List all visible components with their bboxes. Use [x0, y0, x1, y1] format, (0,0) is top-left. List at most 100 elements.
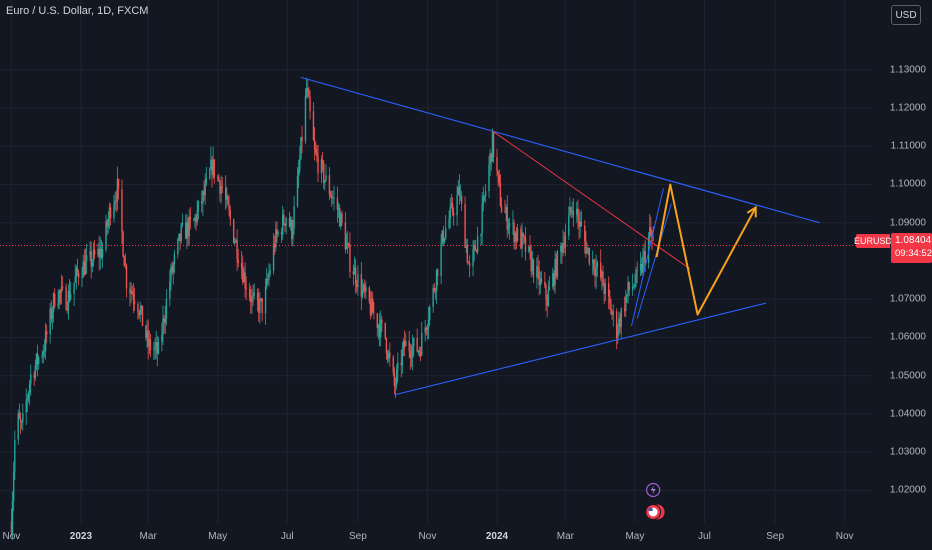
candle-body — [312, 111, 315, 141]
candle — [361, 279, 364, 299]
candle-body — [539, 278, 541, 286]
candle — [333, 185, 335, 211]
candle-body — [607, 283, 610, 297]
candle-body — [571, 211, 573, 212]
candle-body — [418, 350, 421, 352]
drawings[interactable] — [300, 76, 820, 396]
candle-body — [346, 243, 349, 245]
candle — [33, 370, 35, 386]
candle — [269, 263, 271, 277]
candle — [344, 212, 347, 254]
candle — [586, 242, 588, 254]
candle-body — [300, 137, 302, 159]
candle — [235, 238, 237, 243]
candle — [578, 208, 580, 240]
red-trendline — [492, 130, 690, 270]
candle — [300, 136, 302, 161]
candle-body — [627, 282, 629, 294]
candle-body — [426, 327, 429, 331]
candle — [313, 127, 316, 161]
candle-body — [421, 333, 423, 356]
candle-body — [369, 301, 372, 315]
candle — [316, 144, 318, 163]
candle — [395, 364, 398, 390]
candle-body — [448, 218, 450, 228]
candle-body — [556, 251, 559, 277]
candle-body — [141, 305, 144, 327]
candle-body — [261, 298, 263, 314]
candle-body — [323, 163, 325, 184]
candle-body — [274, 243, 276, 248]
candle — [434, 287, 437, 300]
candle-body — [413, 337, 415, 347]
candle-body — [194, 217, 196, 221]
candle — [552, 267, 554, 290]
candle — [600, 249, 602, 281]
candle — [444, 214, 447, 241]
x-tick-label: May — [625, 531, 645, 542]
candle-body — [297, 169, 300, 177]
candle — [612, 304, 614, 327]
candle — [27, 390, 30, 403]
candle-body — [125, 266, 128, 289]
candle-body — [456, 194, 458, 216]
currency-button[interactable]: USD — [891, 5, 921, 25]
candle — [148, 330, 151, 355]
x-tick-label: Nov — [2, 531, 21, 542]
candle — [417, 349, 420, 356]
candle-body — [639, 263, 642, 271]
candle — [123, 255, 125, 267]
candle — [584, 220, 586, 254]
current-price-tag: 1.08404 09:34:52 — [891, 233, 932, 263]
candle-body — [315, 149, 317, 153]
candle — [341, 210, 343, 226]
candle-body — [357, 274, 359, 288]
candle — [523, 234, 526, 244]
candle — [139, 301, 141, 322]
candle — [580, 210, 583, 228]
candle — [140, 304, 143, 315]
candle — [145, 324, 147, 341]
candle-body — [85, 255, 88, 261]
candle — [90, 241, 92, 279]
x-tick-label: May — [208, 531, 228, 542]
candle — [115, 190, 117, 213]
candle — [452, 207, 455, 226]
candle — [89, 241, 91, 261]
candle — [61, 276, 64, 291]
candle-body — [51, 311, 54, 319]
candle-body — [149, 339, 152, 351]
candle — [212, 146, 214, 179]
candle-body — [268, 273, 270, 280]
candle — [268, 263, 270, 287]
candle — [226, 186, 228, 208]
candle-body — [411, 346, 414, 359]
candle-body — [269, 270, 271, 274]
candle — [177, 237, 179, 259]
candle — [129, 282, 131, 307]
candle-body — [83, 261, 86, 275]
current-price-label: 1.08404 — [895, 235, 932, 246]
candle-body — [360, 274, 363, 297]
candle — [240, 250, 243, 280]
candle — [108, 202, 111, 230]
candle — [346, 231, 349, 254]
candle — [609, 289, 611, 310]
candle — [186, 213, 188, 249]
candle-body — [337, 207, 340, 210]
candle — [197, 200, 200, 220]
candle — [100, 240, 103, 260]
candle-body — [121, 189, 123, 232]
candle — [267, 272, 269, 285]
candle — [633, 283, 635, 289]
candle — [497, 170, 499, 187]
candle — [83, 249, 86, 277]
candle — [256, 288, 259, 312]
candle — [185, 214, 187, 240]
candle — [51, 306, 54, 330]
candle — [370, 291, 373, 317]
y-tick-label: 1.11000 — [890, 140, 926, 152]
candle-body — [349, 245, 351, 272]
candle — [416, 328, 418, 353]
